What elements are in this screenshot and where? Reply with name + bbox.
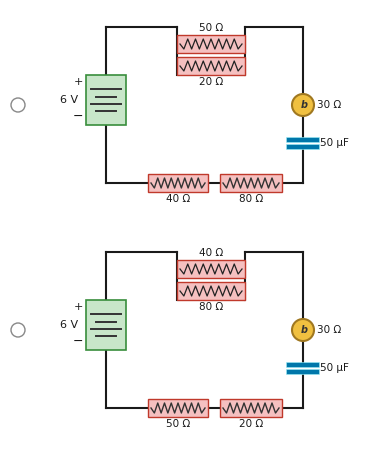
Text: −: − <box>72 335 83 348</box>
Text: 40 Ω: 40 Ω <box>199 248 223 258</box>
Bar <box>148 399 208 417</box>
Bar <box>86 75 126 125</box>
Bar <box>177 282 245 300</box>
Bar <box>220 399 282 417</box>
Bar <box>177 35 245 53</box>
Text: 20 Ω: 20 Ω <box>239 419 263 429</box>
Text: b: b <box>301 100 308 110</box>
Text: 80 Ω: 80 Ω <box>199 302 223 312</box>
Text: 50 Ω: 50 Ω <box>166 419 190 429</box>
Text: 40 Ω: 40 Ω <box>166 194 190 204</box>
Text: 30 Ω: 30 Ω <box>317 100 341 110</box>
Bar <box>86 300 126 350</box>
Text: 6 V: 6 V <box>60 320 78 330</box>
Bar <box>220 174 282 192</box>
Text: −: − <box>72 110 83 123</box>
Text: 80 Ω: 80 Ω <box>239 194 263 204</box>
Bar <box>177 57 245 75</box>
Text: 50 μF: 50 μF <box>320 363 349 373</box>
Text: 50 μF: 50 μF <box>320 138 349 148</box>
Bar <box>177 260 245 278</box>
Circle shape <box>292 319 314 341</box>
Text: +: + <box>74 302 83 312</box>
Bar <box>148 174 208 192</box>
Text: 6 V: 6 V <box>60 95 78 105</box>
Text: 30 Ω: 30 Ω <box>317 325 341 335</box>
Text: +: + <box>74 77 83 87</box>
Text: 50 Ω: 50 Ω <box>199 23 223 33</box>
Circle shape <box>292 94 314 116</box>
Text: 20 Ω: 20 Ω <box>199 77 223 87</box>
Text: b: b <box>301 325 308 335</box>
